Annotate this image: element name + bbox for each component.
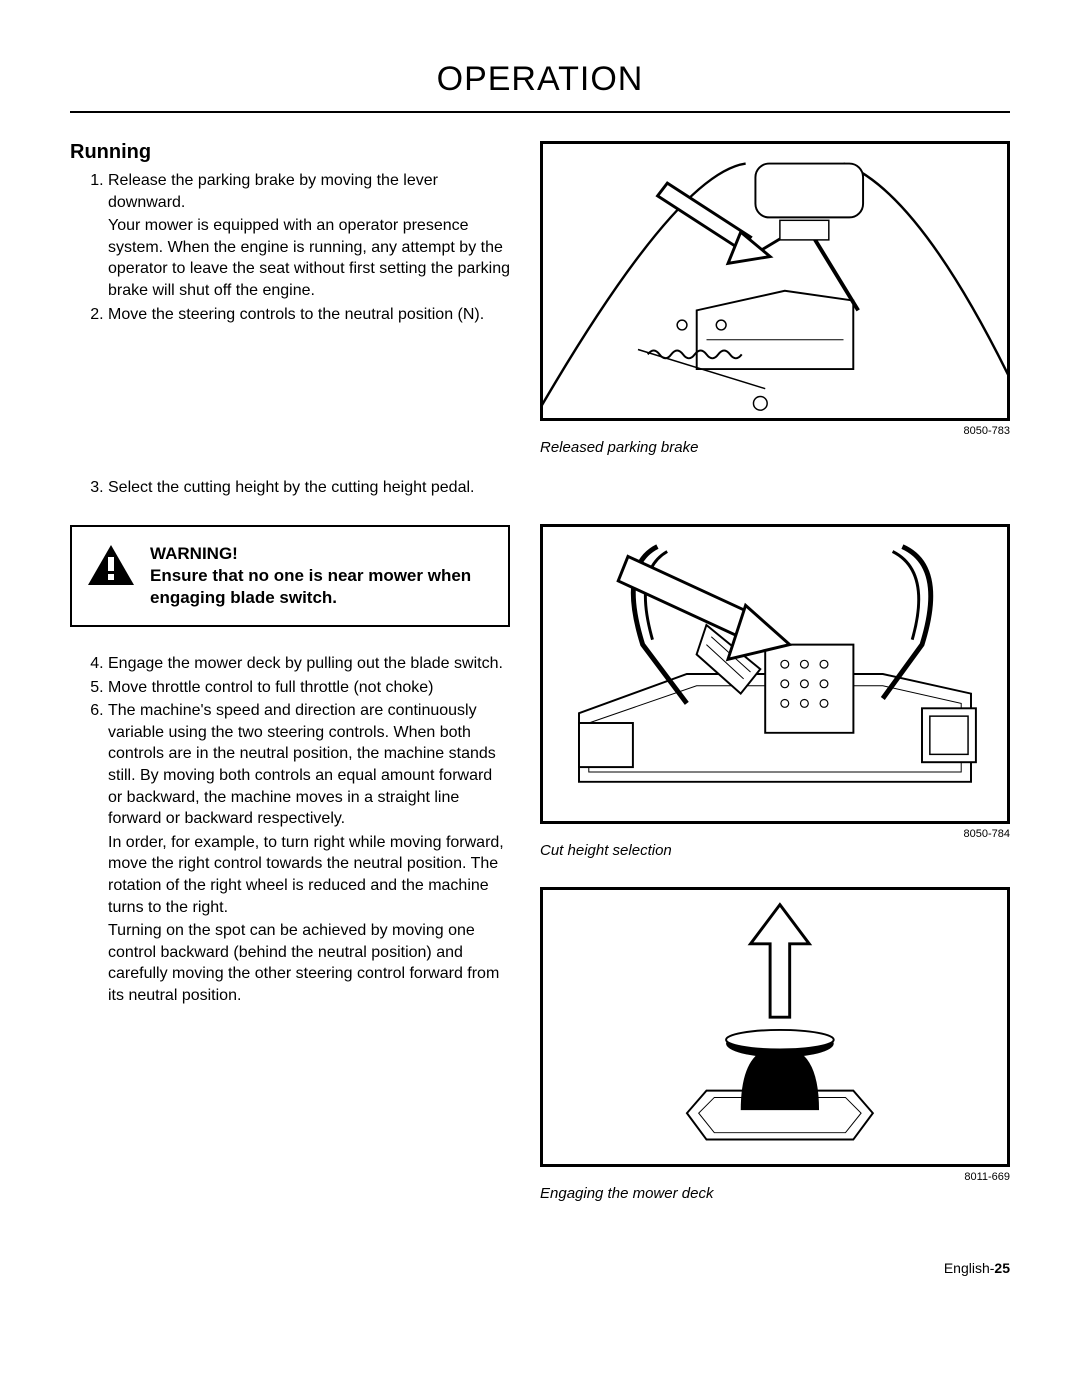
page-footer: English-25 bbox=[70, 1260, 1010, 1276]
figure-mower-deck-caption: Engaging the mower deck bbox=[540, 1185, 1010, 1202]
warning-body: Ensure that no one is near mower when en… bbox=[150, 565, 490, 609]
step-3: Select the cutting height by the cutting… bbox=[108, 477, 510, 499]
step-6-text-c: Turning on the spot can be achieved by m… bbox=[108, 920, 510, 1006]
step-6: The machine's speed and direction are co… bbox=[108, 700, 510, 1006]
figure-cut-height: 8050-784 Cut height selection bbox=[540, 524, 1010, 859]
figure-parking-brake: 8050-783 Released parking brake bbox=[540, 141, 1010, 456]
step-1-text: Release the parking brake by moving the … bbox=[108, 172, 438, 211]
steps-list-3: Engage the mower deck by pulling out the… bbox=[70, 653, 510, 1007]
footer-lang: English- bbox=[944, 1260, 995, 1276]
page-title: OPERATION bbox=[70, 60, 1010, 113]
content-columns: Running Release the parking brake by mov… bbox=[70, 141, 1010, 1230]
spacer bbox=[540, 484, 1010, 524]
warning-text: WARNING! Ensure that no one is near mowe… bbox=[150, 543, 490, 609]
figure-cut-height-frame bbox=[540, 524, 1010, 824]
section-heading-running: Running bbox=[70, 141, 510, 164]
step-1-extra: Your mower is equipped with an operator … bbox=[108, 215, 510, 301]
step-1: Release the parking brake by moving the … bbox=[108, 170, 510, 302]
figure-mower-deck-id: 8011-669 bbox=[540, 1171, 1010, 1183]
step-6-text-a: The machine's speed and direction are co… bbox=[108, 702, 496, 827]
figure-parking-brake-caption: Released parking brake bbox=[540, 439, 1010, 456]
steps-list-1: Release the parking brake by moving the … bbox=[70, 170, 510, 325]
spacer bbox=[70, 327, 510, 477]
step-4: Engage the mower deck by pulling out the… bbox=[108, 653, 510, 675]
cut-height-illustration bbox=[543, 527, 1007, 821]
figure-parking-brake-frame bbox=[540, 141, 1010, 421]
figure-mower-deck: 8011-669 Engaging the mower deck bbox=[540, 887, 1010, 1202]
warning-triangle-icon bbox=[86, 543, 136, 587]
figure-cut-height-id: 8050-784 bbox=[540, 828, 1010, 840]
parking-brake-illustration bbox=[543, 144, 1007, 418]
right-column: 8050-783 Released parking brake bbox=[540, 141, 1010, 1230]
step-5: Move throttle control to full throttle (… bbox=[108, 677, 510, 699]
step-2: Move the steering controls to the neutra… bbox=[108, 304, 510, 326]
left-column: Running Release the parking brake by mov… bbox=[70, 141, 510, 1230]
footer-page-number: 25 bbox=[994, 1260, 1010, 1276]
steps-list-2: Select the cutting height by the cutting… bbox=[70, 477, 510, 499]
figure-cut-height-caption: Cut height selection bbox=[540, 842, 1010, 859]
step-6-text-b: In order, for example, to turn right whi… bbox=[108, 832, 510, 918]
warning-box: WARNING! Ensure that no one is near mowe… bbox=[70, 525, 510, 627]
warning-title: WARNING! bbox=[150, 543, 490, 565]
figure-mower-deck-frame bbox=[540, 887, 1010, 1167]
figure-parking-brake-id: 8050-783 bbox=[540, 425, 1010, 437]
mower-deck-illustration bbox=[543, 890, 1007, 1164]
